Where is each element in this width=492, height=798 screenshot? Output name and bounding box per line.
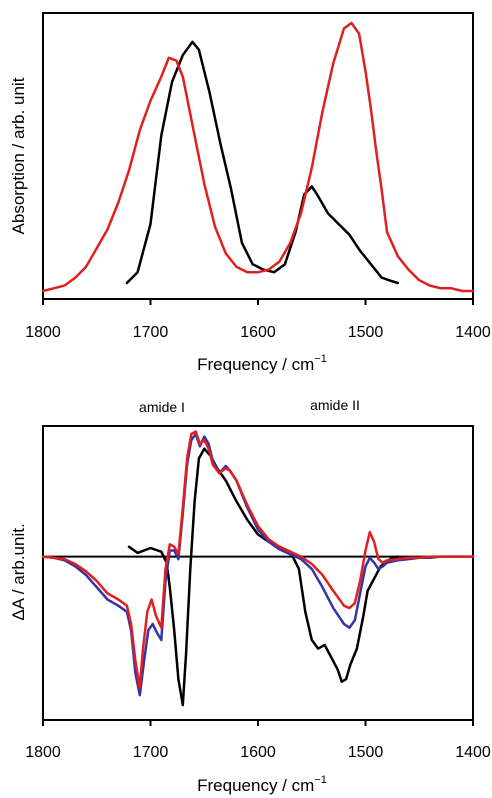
absorption-x-tick-label: 1500 [348,324,384,341]
absorption-x-ticks: 1800 1700 1600 1500 1400 [25,299,491,341]
difference-x-tick-label: 1400 [455,744,491,761]
difference-series-group [41,430,475,707]
difference-series-line-0 [127,447,400,707]
difference-series-line-2 [41,430,475,690]
difference-plot-frame [42,425,474,721]
absorption-x-tick-label: 1600 [240,324,276,341]
absorption-series-line-1 [41,21,475,293]
difference-x-ticks: 1800 1700 1600 1500 1400 [25,720,491,761]
difference-x-tick-label: 1500 [348,744,384,761]
absorption-series-line-0 [125,40,400,285]
difference-series-line-1 [41,432,475,697]
difference-x-tick-label: 1700 [133,744,169,761]
difference-x-tick-label: 1800 [25,744,61,761]
difference-y-axis-label: ΔA / arb.unit. [9,523,28,620]
difference-x-tick-label: 1600 [240,744,276,761]
absorption-x-tick-label: 1400 [455,324,491,341]
amide-ii-annotation: amide II [310,397,360,413]
amide-i-annotation: amide I [139,399,185,415]
absorption-x-axis-label: Frequency / cm−1 [197,353,327,374]
absorption-series-group [41,21,475,293]
absorption-plot-frame [42,12,474,300]
absorption-x-tick-label: 1800 [25,324,61,341]
absorption-x-tick-label: 1700 [133,324,169,341]
difference-panel: 1800 1700 1600 1500 1400 Frequency / cm−1 ΔA… [9,425,491,795]
absorption-y-axis-label: Absorption / arb. unit [9,77,28,234]
absorption-panel: 1800 1700 1600 1500 1400 Frequency / cm−1 Ab… [9,12,491,374]
difference-x-axis-label: Frequency / cm−1 [197,774,327,795]
